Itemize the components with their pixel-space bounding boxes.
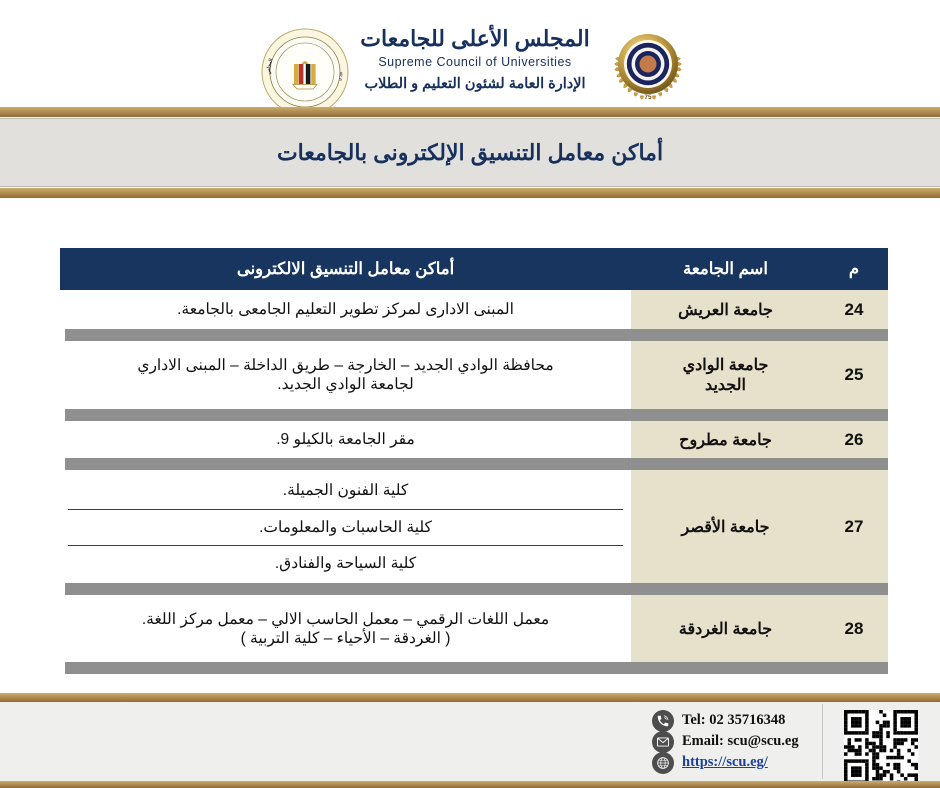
svg-text:75: 75 [644, 94, 652, 101]
